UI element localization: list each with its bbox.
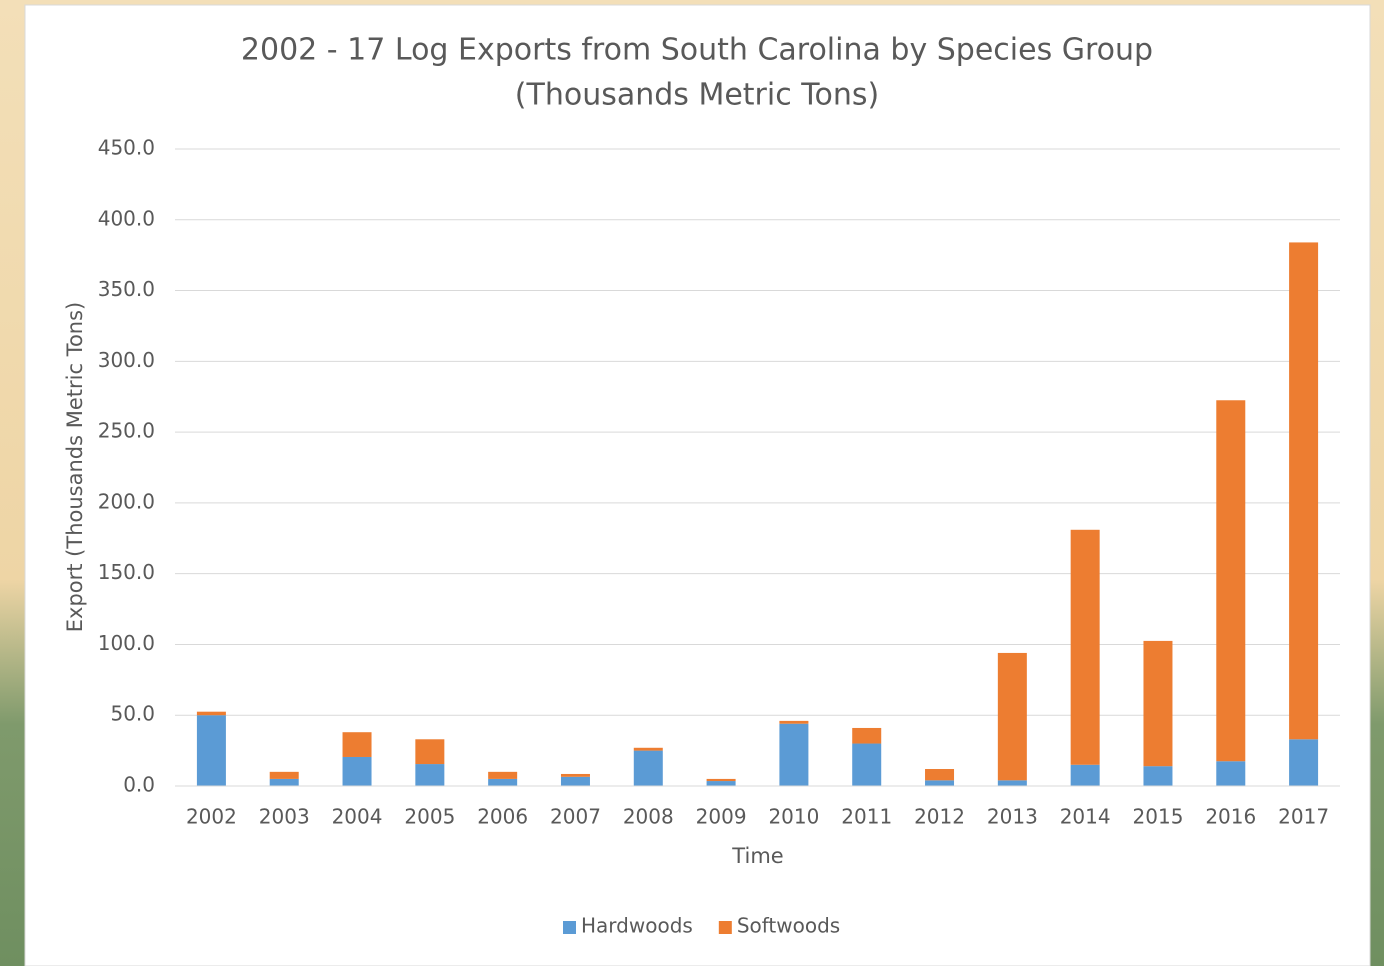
y-tick-label: 300.0 (98, 348, 155, 372)
bar-segment (852, 727, 882, 744)
x-tick-label: 2015 (1133, 805, 1184, 829)
bar-segment (633, 747, 663, 751)
y-tick-label: 400.0 (98, 206, 155, 230)
x-tick-label: 2002 (186, 805, 237, 829)
bar-segment (342, 756, 372, 786)
bar-segment (415, 739, 445, 765)
bar-segment (269, 778, 299, 786)
x-tick-label: 2014 (1060, 805, 1111, 829)
bar-segment (706, 778, 736, 782)
bar-segment (488, 771, 518, 779)
bar-segment (196, 715, 226, 786)
y-tick-label: 100.0 (98, 631, 155, 655)
y-axis-title: Export (Thousands Metric Tons) (63, 302, 87, 632)
y-tick-label: 0.0 (123, 773, 155, 797)
bar-segment (1289, 242, 1319, 740)
chart-title: 2002 - 17 Log Exports from South Carolin… (241, 33, 1153, 68)
bar-segment (779, 723, 809, 786)
bar-segment (997, 652, 1027, 781)
x-tick-label: 2004 (332, 805, 383, 829)
y-tick-label: 200.0 (98, 489, 155, 513)
bar-segment (633, 750, 663, 786)
bar-segment (1216, 761, 1246, 786)
bar-segment (1216, 400, 1246, 762)
x-tick-label: 2011 (841, 805, 892, 829)
x-tick-label: 2003 (259, 805, 310, 829)
bar-segment (1143, 640, 1173, 767)
x-tick-label: 2008 (623, 805, 674, 829)
y-tick-label: 250.0 (98, 419, 155, 443)
bar-segment (1070, 764, 1100, 786)
bar-segment (1070, 529, 1100, 765)
x-tick-label: 2007 (550, 805, 601, 829)
bar-segment (706, 781, 736, 786)
y-tick-label: 450.0 (98, 136, 155, 160)
legend-label: Softwoods (737, 914, 840, 938)
x-tick-label: 2005 (404, 805, 455, 829)
bar-segment (560, 773, 590, 777)
y-tick-label: 50.0 (110, 702, 155, 726)
bar-segment (925, 780, 955, 786)
x-tick-label: 2017 (1278, 805, 1329, 829)
x-axis-title: Time (731, 844, 783, 868)
x-tick-label: 2006 (477, 805, 528, 829)
bar-segment (852, 743, 882, 786)
bar-segment (488, 778, 518, 786)
bar-segment (997, 780, 1027, 786)
x-tick-label: 2009 (696, 805, 747, 829)
bar-segment (779, 720, 809, 724)
y-tick-label: 350.0 (98, 277, 155, 301)
chart-panel (24, 4, 1371, 966)
x-tick-label: 2013 (987, 805, 1038, 829)
bar-segment (196, 711, 226, 716)
bar-segment (1143, 766, 1173, 786)
y-tick-label: 150.0 (98, 560, 155, 584)
x-tick-label: 2010 (768, 805, 819, 829)
x-tick-label: 2016 (1205, 805, 1256, 829)
bar-segment (415, 764, 445, 786)
chart-subtitle: (Thousands Metric Tons) (515, 78, 879, 113)
bar-segment (925, 769, 955, 781)
bar-segment (342, 732, 372, 757)
bar-segment (1289, 739, 1319, 786)
legend-swatch (718, 921, 732, 934)
bar-segment (269, 771, 299, 779)
bar-segment (560, 776, 590, 786)
x-tick-label: 2012 (914, 805, 965, 829)
legend-label: Hardwoods (581, 914, 693, 938)
legend-swatch (563, 921, 576, 934)
